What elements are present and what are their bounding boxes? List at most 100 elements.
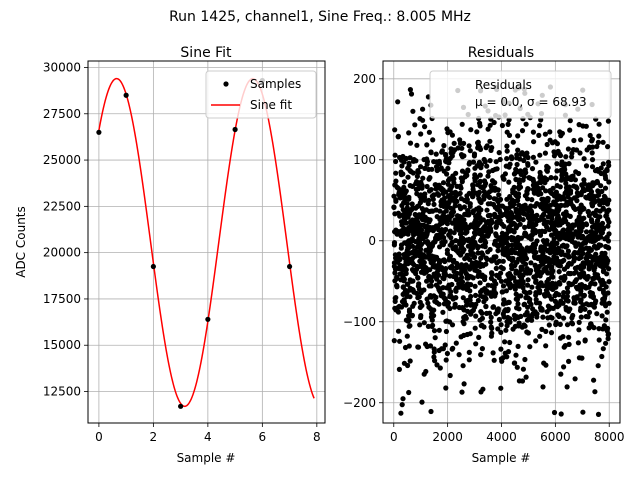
residual-point <box>418 222 424 228</box>
residual-point <box>432 298 438 304</box>
residual-point <box>591 181 597 187</box>
residual-point <box>396 366 402 372</box>
residual-point <box>479 184 485 191</box>
residual-point <box>397 338 403 344</box>
residual-point <box>392 278 398 284</box>
residual-point <box>399 191 405 197</box>
residual-point <box>459 279 466 285</box>
residual-point <box>499 203 506 209</box>
residual-point <box>605 223 611 229</box>
residual-point <box>483 289 489 296</box>
residual-point <box>459 268 465 274</box>
residual-point <box>445 181 451 187</box>
residual-point <box>515 301 521 307</box>
residual-point <box>516 250 522 257</box>
residual-point <box>482 238 488 244</box>
residual-point <box>558 133 564 139</box>
residual-point <box>461 314 467 321</box>
residual-point <box>496 316 502 323</box>
residual-point <box>593 229 599 235</box>
residual-point <box>428 408 434 415</box>
residual-point <box>500 258 506 264</box>
residual-point <box>536 132 542 138</box>
residual-point <box>564 322 571 328</box>
residual-point <box>445 177 451 184</box>
residual-point <box>550 220 556 226</box>
residual-point <box>522 356 528 363</box>
residual-point <box>420 106 426 112</box>
residual-point <box>427 267 433 273</box>
residual-point <box>591 377 597 383</box>
residual-point <box>540 196 546 202</box>
residual-point <box>468 282 474 288</box>
residuals-xlabel: Sample # <box>472 451 531 465</box>
residual-point <box>481 299 487 305</box>
residual-point <box>466 212 472 218</box>
residual-point <box>409 267 416 273</box>
residual-point <box>598 183 604 189</box>
residual-point <box>594 207 600 213</box>
residual-point <box>590 193 596 199</box>
residual-point <box>399 402 405 408</box>
residual-point <box>461 247 467 253</box>
residual-point <box>410 108 416 114</box>
residuals-axes: Residuals 0 2000 4000 6000 8000 −200 −100 0 100 2… <box>343 45 624 465</box>
residual-point <box>543 343 549 349</box>
residual-point <box>436 166 443 172</box>
residual-point <box>594 166 601 173</box>
residual-point <box>572 255 578 261</box>
residual-point <box>418 131 424 137</box>
residual-point <box>489 178 496 184</box>
residual-point <box>535 255 541 262</box>
residual-point <box>465 237 471 244</box>
residual-point <box>535 217 541 224</box>
residual-point <box>433 294 439 300</box>
residual-point <box>420 175 426 181</box>
residual-point <box>475 192 481 198</box>
residual-point <box>506 318 512 324</box>
residual-point <box>417 299 423 305</box>
residual-point <box>417 304 423 310</box>
residual-point <box>520 217 526 223</box>
residual-point <box>513 291 519 297</box>
residual-point <box>475 297 481 304</box>
residual-point <box>604 166 610 173</box>
residual-point <box>410 205 416 211</box>
residual-point <box>517 184 524 190</box>
residual-point <box>581 292 588 298</box>
residual-point <box>484 310 490 316</box>
residual-point <box>548 232 555 238</box>
residual-point <box>445 165 451 171</box>
residual-point <box>565 146 572 152</box>
residual-point <box>508 216 515 222</box>
residual-point <box>537 175 543 181</box>
residual-point <box>572 376 578 382</box>
residual-point <box>421 371 427 377</box>
sine-fit-grid <box>88 61 325 423</box>
residual-point <box>432 182 438 188</box>
residual-point <box>396 251 402 257</box>
residual-point <box>547 137 553 143</box>
residuals-ticks: 0 2000 4000 6000 8000 −200 −100 0 100 200 <box>343 72 624 444</box>
residual-point <box>512 214 519 220</box>
residual-point <box>401 263 407 269</box>
residual-point <box>543 188 549 194</box>
residual-point <box>602 173 608 179</box>
residual-point <box>398 169 404 175</box>
residual-point <box>479 346 485 352</box>
residual-point <box>606 231 612 237</box>
residual-point <box>405 251 411 257</box>
residual-point <box>550 244 557 250</box>
residual-point <box>456 264 462 270</box>
residual-point <box>498 241 504 247</box>
residual-point <box>605 332 611 338</box>
residual-point <box>604 208 611 214</box>
residual-point <box>560 334 566 340</box>
residual-point <box>496 236 502 242</box>
residual-point <box>462 211 468 217</box>
residual-point <box>543 362 549 368</box>
residual-point <box>529 197 535 203</box>
residual-point <box>444 247 450 253</box>
residual-point <box>398 410 404 416</box>
residual-point <box>426 283 432 289</box>
